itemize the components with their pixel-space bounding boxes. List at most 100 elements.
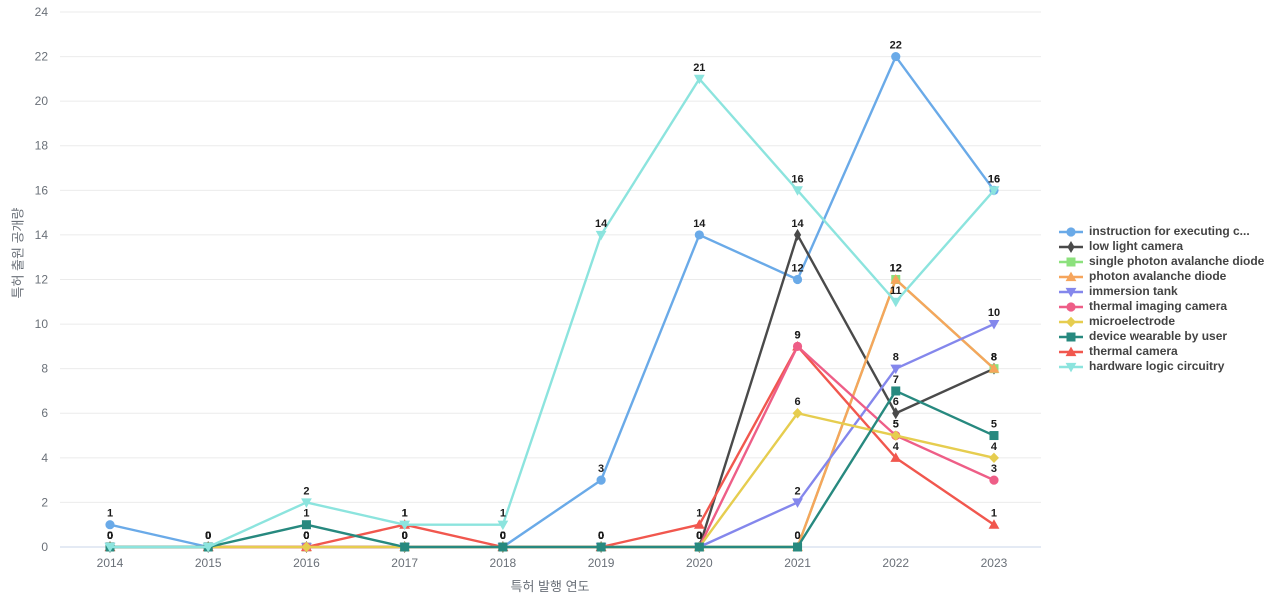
data-point-label: 2 (303, 485, 309, 497)
data-point-label: 0 (107, 530, 113, 542)
data-point-label: 0 (500, 530, 506, 542)
data-point-marker (988, 519, 1000, 529)
legend-item-thermal-camera[interactable]: thermal camera (1058, 344, 1264, 359)
legend-item-low-light-camera[interactable]: low light camera (1058, 239, 1264, 254)
x-tick-label: 2019 (588, 556, 615, 570)
data-point-label: 3 (598, 463, 604, 475)
legend-item-microelectrode[interactable]: microelectrode (1058, 314, 1264, 329)
legend-item-hardware-logic-circuitry[interactable]: hardware logic circuitry (1058, 359, 1264, 374)
legend-item-instruction-for-executing[interactable]: instruction for executing c... (1058, 224, 1264, 239)
data-point-label: 0 (107, 530, 113, 542)
data-point-label: 0 (500, 530, 506, 542)
data-point-marker (693, 519, 705, 529)
data-point-marker (792, 186, 803, 196)
data-point-marker (596, 542, 606, 552)
data-point-marker (793, 228, 802, 241)
data-point-marker (792, 498, 803, 508)
data-point-label: 0 (696, 530, 702, 542)
data-point-marker (1065, 346, 1077, 356)
data-point-marker (891, 386, 901, 396)
data-point-label: 1 (303, 508, 309, 520)
data-point-label: 9 (794, 329, 800, 341)
data-point-label: 8 (991, 352, 997, 364)
series-line (109, 55, 995, 549)
data-point-label: 6 (794, 396, 800, 408)
data-point-label: 0 (402, 530, 408, 542)
data-point-label: 12 (890, 262, 902, 274)
data-point-label: 0 (500, 530, 506, 542)
x-tick-label: 2023 (981, 556, 1008, 570)
data-point-label: 0 (107, 530, 113, 542)
data-point-label: 7 (893, 374, 899, 386)
legend-label: microelectrode (1089, 314, 1176, 328)
legend-item-photon-avalanche-diode[interactable]: photon avalanche diode (1058, 269, 1264, 284)
data-point-label: 11 (890, 285, 902, 297)
data-point-label: 4 (991, 441, 998, 453)
y-tick-label: 10 (35, 317, 49, 331)
y-tick-label: 14 (35, 228, 49, 242)
data-point-label: 0 (598, 530, 604, 542)
data-point-label: 0 (598, 530, 604, 542)
data-point-label: 0 (205, 530, 211, 542)
x-tick-label: 2016 (293, 556, 320, 570)
data-point-label: 0 (402, 530, 408, 542)
data-point-label: 9 (794, 329, 800, 341)
data-point-marker (1066, 226, 1076, 237)
data-point-label: 0 (696, 530, 702, 542)
legend-marker-icon (1059, 271, 1083, 281)
data-point-label: 0 (500, 530, 506, 542)
data-point-label: 22 (890, 40, 902, 52)
data-point-label: 0 (303, 530, 309, 542)
data-point-label: 0 (598, 530, 604, 542)
data-point-label: 0 (402, 530, 408, 542)
legend-marker-icon (1059, 240, 1083, 253)
data-point-marker (988, 186, 1000, 196)
data-point-marker (890, 430, 901, 441)
data-point-label: 0 (107, 530, 113, 542)
data-point-label: 1 (402, 508, 408, 520)
data-point-label: 5 (893, 419, 899, 431)
data-point-marker (301, 520, 311, 530)
legend-marker-icon (1059, 362, 1083, 372)
data-point-marker (693, 74, 705, 85)
y-tick-label: 22 (35, 50, 49, 64)
y-tick-label: 12 (35, 272, 49, 286)
data-point-label: 0 (205, 530, 211, 542)
data-point-label: 16 (988, 173, 1000, 185)
data-point-label: 2 (794, 485, 800, 497)
data-point-marker (890, 364, 902, 375)
data-point-label: 0 (598, 530, 604, 542)
data-point-marker (890, 274, 902, 284)
data-point-label: 21 (693, 62, 705, 74)
data-point-marker (793, 542, 803, 552)
data-point-label: 0 (303, 530, 309, 542)
data-point-marker (1066, 316, 1076, 327)
data-point-label: 5 (991, 419, 997, 431)
data-point-label: 0 (303, 530, 309, 542)
legend-label: hardware logic circuitry (1089, 359, 1225, 373)
y-tick-label: 20 (35, 94, 49, 108)
data-point-marker (497, 520, 509, 531)
data-point-label: 0 (303, 530, 309, 542)
data-point-marker (792, 408, 803, 419)
legend-item-device-wearable-by-user[interactable]: device wearable by user (1058, 329, 1264, 344)
data-point-label: 8 (893, 352, 899, 364)
legend-label: instruction for executing c... (1089, 224, 1250, 238)
legend-marker-icon (1059, 316, 1083, 327)
data-point-marker (400, 542, 410, 552)
data-point-label: 0 (402, 530, 408, 542)
data-point-label: 0 (303, 530, 309, 542)
data-point-label: 0 (107, 530, 113, 542)
legend-item-thermal-imaging-camera[interactable]: thermal imaging camera (1058, 299, 1264, 314)
data-point-label: 1 (107, 508, 113, 520)
series-line (110, 77, 995, 549)
data-point-label: 14 (791, 218, 804, 230)
data-point-label: 0 (205, 530, 211, 542)
data-point-label: 0 (303, 530, 309, 542)
legend-item-single-photon-avalanche-diode[interactable]: single photon avalanche diode (1058, 254, 1264, 269)
data-point-label: 0 (205, 530, 211, 542)
legend-item-immersion-tank[interactable]: immersion tank (1058, 284, 1264, 299)
legend-label: photon avalanche diode (1089, 269, 1227, 283)
